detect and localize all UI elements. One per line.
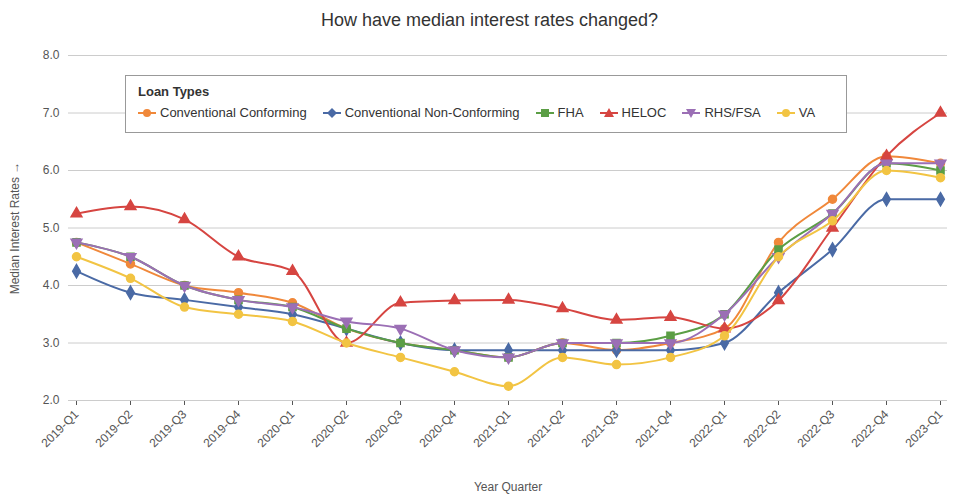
svg-text:2020-Q4: 2020-Q4 (416, 407, 459, 450)
html-text:HELOC: HELOC (621, 105, 667, 120)
svg-text:2021-Q3: 2021-Q3 (578, 407, 621, 450)
svg-text:2021-Q2: 2021-Q2 (524, 407, 567, 450)
svg-text:2020-Q2: 2020-Q2 (308, 407, 351, 450)
html-text:Conventional Conforming: Conventional Conforming (160, 105, 307, 120)
html-text:Loan Types: Loan Types (138, 84, 210, 99)
svg-text:3.0: 3.0 (43, 336, 60, 350)
svg-text:2.0: 2.0 (43, 393, 60, 407)
svg-text:2022-Q1: 2022-Q1 (686, 407, 729, 450)
html-text:RHS/FSA: RHS/FSA (704, 105, 761, 120)
svg-text:2019-Q2: 2019-Q2 (92, 407, 135, 450)
svg-text:Year Quarter: Year Quarter (474, 480, 542, 494)
svg-text:2022-Q4: 2022-Q4 (848, 407, 891, 450)
svg-text:2021-Q1: 2021-Q1 (470, 407, 513, 450)
svg-text:2023-Q1: 2023-Q1 (902, 407, 945, 450)
svg-text:Median Interest Rates →: Median Interest Rates → (8, 162, 22, 295)
svg-text:2019-Q3: 2019-Q3 (146, 407, 189, 450)
svg-text:6.0: 6.0 (43, 163, 60, 177)
svg-text:7.0: 7.0 (43, 106, 60, 120)
html-text:Conventional Non-Conforming: Conventional Non-Conforming (344, 105, 520, 120)
svg-text:5.0: 5.0 (43, 221, 60, 235)
svg-text:2020-Q1: 2020-Q1 (254, 407, 297, 450)
svg-text:2019-Q4: 2019-Q4 (200, 407, 243, 450)
svg-text:2020-Q3: 2020-Q3 (362, 407, 405, 450)
svg-text:2022-Q2: 2022-Q2 (740, 407, 783, 450)
html-text:FHA: FHA (557, 105, 584, 120)
html-text:VA: VA (798, 105, 816, 120)
svg-text:8.0: 8.0 (43, 48, 60, 62)
svg-text:2022-Q3: 2022-Q3 (794, 407, 837, 450)
svg-text:2019-Q1: 2019-Q1 (38, 407, 81, 450)
html-text:How have median interest rates: How have median interest rates changed? (320, 10, 659, 30)
svg-text:2021-Q4: 2021-Q4 (632, 407, 675, 450)
svg-text:4.0: 4.0 (43, 278, 60, 292)
